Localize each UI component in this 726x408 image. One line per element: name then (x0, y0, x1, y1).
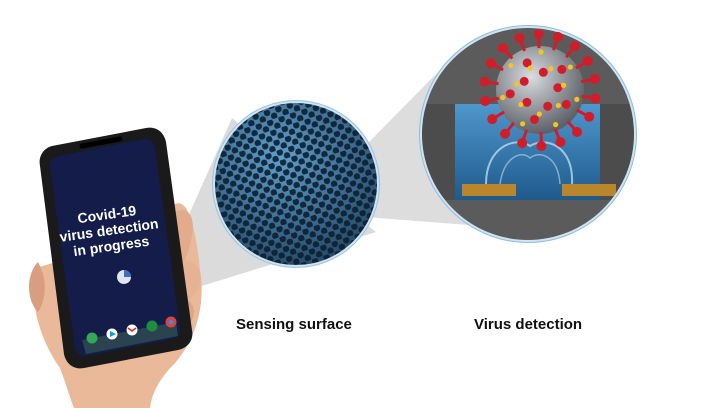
coronavirus-particle (479, 29, 601, 151)
surface-spike (529, 114, 539, 124)
surface-spike (538, 67, 548, 77)
phone-notch (79, 136, 123, 149)
spike-protein-head (517, 138, 528, 149)
spike-protein-head (582, 55, 593, 66)
electrode-left (462, 184, 516, 196)
surface-protein-dot (520, 121, 526, 127)
messages-icon (146, 320, 158, 332)
surface-spike (505, 89, 515, 99)
surface-spike (522, 58, 532, 68)
caption-virus-detection: Virus detection (474, 316, 583, 333)
spike-protein-head (485, 58, 496, 69)
sensing-surface-lens (212, 100, 380, 268)
surface-protein-dot (560, 82, 567, 88)
spike-protein-head (487, 114, 498, 125)
surface-protein-dot (518, 101, 524, 108)
surface-spike (519, 76, 529, 86)
spike-protein-head (572, 127, 583, 138)
spike-protein-head (589, 73, 600, 84)
surface-protein-dot (514, 81, 520, 87)
surface-protein-dot (548, 66, 554, 72)
surface-protein-dot (500, 94, 506, 101)
smartphone (39, 127, 193, 369)
spike-protein-head (555, 137, 566, 148)
caption-sensing-surface: Sensing surface (236, 316, 352, 333)
surface-spike (553, 83, 563, 93)
surface-spike (557, 64, 567, 74)
spike-protein-head (533, 29, 544, 40)
spike-protein-head (584, 111, 595, 122)
surface-protein-dot (553, 122, 559, 128)
surface-spike (561, 99, 571, 109)
spike-protein-head (479, 76, 490, 87)
progress-spinner-arc (124, 270, 131, 277)
surface-spike (543, 101, 553, 111)
surface-protein-dot (508, 62, 514, 69)
surface-protein-dot (574, 96, 580, 103)
phone-app-icon (86, 332, 98, 344)
surface-protein-dot (536, 111, 542, 117)
surface-spike (522, 97, 532, 107)
capture-bonds (485, 141, 574, 185)
spike-protein-head (480, 96, 491, 107)
surface-protein-dot (567, 64, 573, 70)
spike-protein-head (497, 42, 508, 53)
surface-protein-dot (555, 102, 561, 109)
surface-protein-dot (527, 65, 533, 71)
spike-protein-head (500, 128, 511, 139)
sensing-chamber-fluid (455, 104, 600, 200)
spike-protein-head (569, 41, 580, 52)
spike-protein-head (552, 31, 563, 42)
spike-protein-head (590, 93, 601, 104)
electrode-right (562, 184, 616, 196)
phone-screen (49, 138, 181, 357)
surface-protein-dot (538, 49, 544, 55)
spike-protein-head (536, 140, 547, 151)
spike-protein-head (514, 32, 525, 43)
